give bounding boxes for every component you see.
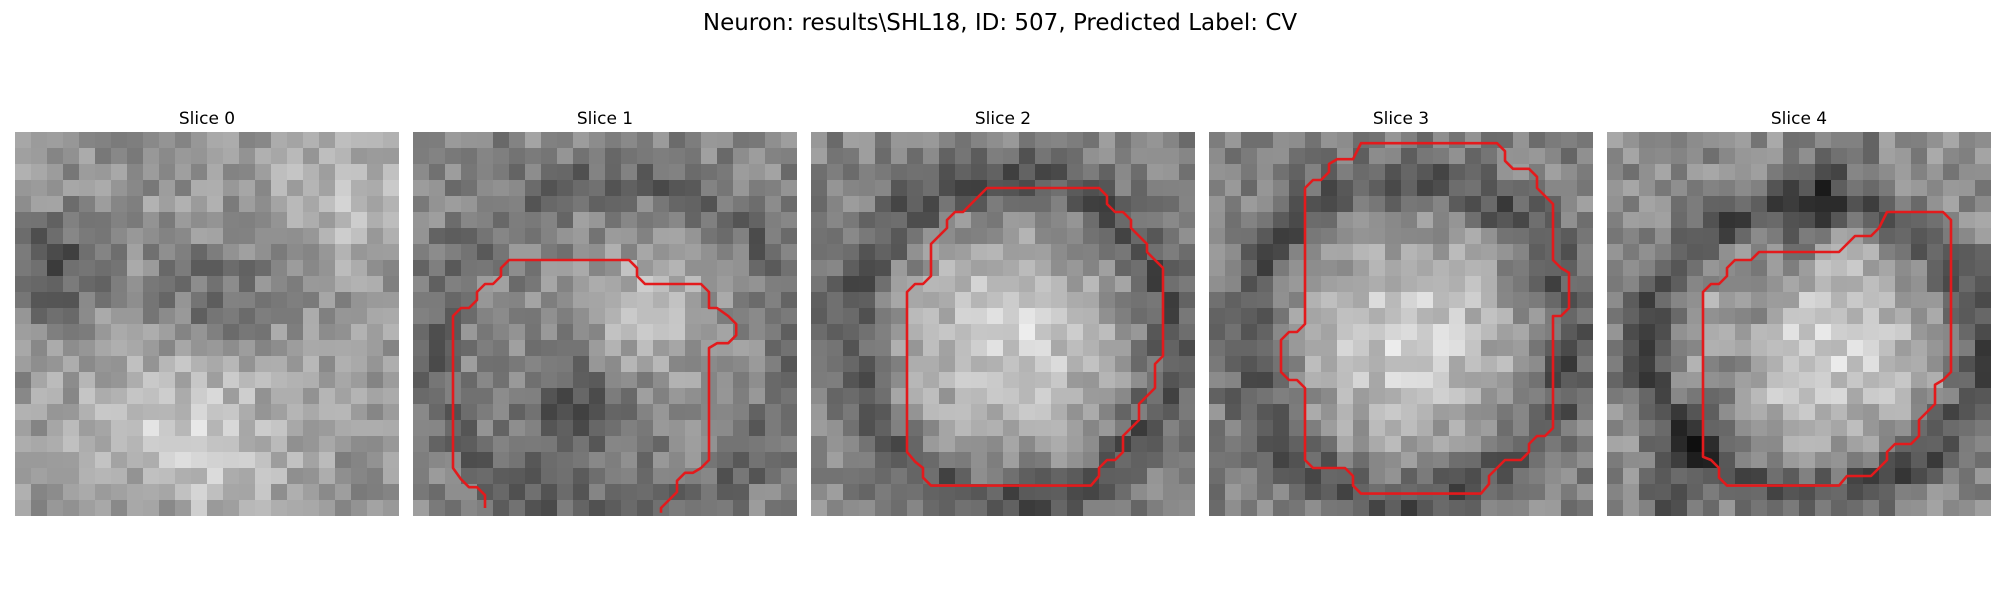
slice-panel-2: Slice 2 [811, 108, 1195, 516]
slice-panel-4: Slice 4 [1607, 108, 1991, 516]
slice-panel-0: Slice 0 [15, 108, 399, 516]
segmentation-contour [1279, 141, 1571, 495]
slice-image [1209, 132, 1593, 516]
slice-title: Slice 4 [1770, 109, 1828, 129]
slice-image [15, 132, 399, 516]
slice-title: Slice 1 [576, 109, 634, 129]
segmentation-contour [1701, 210, 1953, 487]
segmentation-contour [451, 258, 738, 513]
slice-title: Slice 0 [178, 109, 236, 129]
figure-title: Neuron: results\SHL18, ID: 507, Predicte… [702, 10, 1298, 36]
segmentation-contour [905, 186, 1165, 487]
slice-panel-1: Slice 1 [413, 108, 797, 516]
slice-title: Slice 3 [1372, 109, 1430, 129]
slice-title: Slice 2 [974, 109, 1032, 129]
slice-image [413, 132, 797, 516]
slice-image [1607, 132, 1991, 516]
slice-panel-3: Slice 3 [1209, 108, 1593, 516]
slice-image [811, 132, 1195, 516]
